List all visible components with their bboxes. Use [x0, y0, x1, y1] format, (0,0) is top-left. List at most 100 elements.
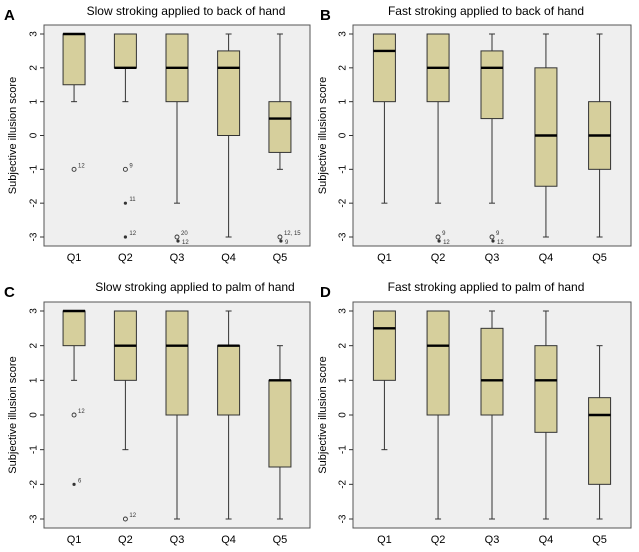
iqr-box	[372, 310, 396, 381]
chart-panel-a: A Slow stroking applied to back of hand Su…	[4, 4, 311, 264]
box-q1: Q1	[372, 310, 396, 546]
x-tick-label: Q2	[431, 534, 446, 546]
outlier-point	[123, 201, 127, 205]
box-q1: Q1	[372, 33, 396, 264]
outlier-point	[123, 235, 127, 239]
outlier-label: 12	[182, 240, 189, 246]
outlier-point	[176, 239, 180, 243]
outlier-point	[122, 516, 128, 522]
outlier-label: 12, 15	[284, 231, 301, 237]
y-tick-label: -3	[338, 514, 349, 523]
outlier-point	[72, 482, 76, 486]
y-tick-label: -2	[338, 479, 349, 488]
y-tick-label: -3	[29, 232, 40, 241]
outlier-point	[489, 234, 495, 240]
outlier-label: 9	[496, 231, 500, 237]
x-tick-label: Q5	[273, 252, 288, 264]
outlier-point	[279, 239, 283, 243]
y-tick-label: -1	[29, 164, 40, 173]
outlier-point	[71, 166, 77, 172]
x-tick-label: Q4	[539, 534, 554, 546]
box-q3: 9 12 Q3	[480, 33, 504, 264]
chart-panel-b: B Fast stroking applied to back of hand Su…	[317, 4, 632, 264]
chart-title: Slow stroking applied to palm of hand	[95, 280, 294, 294]
x-tick-label: Q5	[273, 534, 288, 546]
box-q4: Q4	[217, 310, 241, 546]
iqr-box	[165, 310, 189, 416]
chart-title: Fast stroking applied to palm of hand	[388, 280, 585, 294]
y-tick-label: 1	[29, 377, 40, 383]
x-tick-label: Q3	[485, 534, 500, 546]
outlier-label: 9	[442, 231, 446, 237]
chart-panel-d: D Fast stroking applied to palm of hand Su…	[317, 280, 632, 546]
chart-panel-c: C Slow stroking applied to palm of hand Su…	[4, 280, 311, 546]
panel-label: A	[4, 7, 15, 24]
x-tick-label: Q2	[118, 252, 133, 264]
x-tick-label: Q4	[221, 534, 236, 546]
box-q5: Q5	[588, 345, 612, 546]
y-tick-label: 0	[29, 412, 40, 418]
y-tick-label: -2	[338, 198, 349, 207]
x-tick-label: Q1	[67, 534, 82, 546]
outlier-label: 11	[129, 197, 136, 203]
iqr-box	[268, 101, 292, 153]
iqr-box	[217, 50, 241, 137]
y-tick-label: -2	[29, 479, 40, 488]
y-tick-label: 3	[338, 31, 349, 37]
y-tick-label: 2	[29, 342, 40, 348]
x-tick-label: Q1	[67, 252, 82, 264]
panel-label: C	[4, 284, 15, 301]
outlier-point	[277, 234, 283, 240]
iqr-box	[62, 33, 86, 86]
x-tick-label: Q5	[592, 252, 607, 264]
outlier-label: 12	[497, 240, 504, 246]
x-tick-label: Q4	[221, 252, 236, 264]
outlier-label: 20	[181, 231, 188, 237]
outlier-label: 9	[129, 163, 133, 169]
y-tick-label: 3	[29, 308, 40, 314]
box-q2: Q2	[426, 310, 450, 546]
x-tick-label: Q5	[592, 534, 607, 546]
iqr-box	[62, 310, 86, 347]
box-q1: 12 Q1	[62, 32, 86, 264]
outlier-label: 9	[285, 240, 289, 246]
y-axis-label: Subjective illusion score	[7, 356, 19, 473]
y-tick-label: 0	[29, 132, 40, 138]
box-q2: 12 Q2	[113, 310, 137, 546]
box-q5: 12, 15 9 Q5	[268, 33, 301, 264]
x-tick-label: Q1	[377, 252, 392, 264]
y-tick-label: 3	[338, 308, 349, 314]
chart-title: Fast stroking applied to back of hand	[388, 4, 584, 18]
box-q3: Q3	[480, 310, 504, 546]
iqr-box	[372, 33, 396, 103]
y-tick-label: -3	[338, 232, 349, 241]
box-q2: 9 12 Q2	[426, 33, 450, 264]
y-axis-label: Subjective illusion score	[317, 77, 329, 194]
y-tick-label: 0	[338, 412, 349, 418]
outlier-point	[491, 239, 495, 243]
box-q5: Q5	[268, 345, 292, 546]
x-tick-label: Q3	[170, 534, 185, 546]
y-tick-label: 3	[29, 31, 40, 37]
iqr-box	[534, 345, 558, 433]
outlier-label: 12	[129, 513, 136, 519]
panel-label: D	[320, 284, 331, 301]
box-q4: Q4	[217, 33, 241, 264]
y-axis-label: Subjective illusion score	[7, 77, 19, 194]
box-q4: Q4	[534, 310, 558, 546]
iqr-box	[480, 50, 504, 120]
y-tick-label: 1	[338, 98, 349, 104]
iqr-box	[534, 67, 558, 187]
y-axis-label: Subjective illusion score	[317, 356, 329, 473]
y-tick-label: -1	[338, 445, 349, 454]
outlier-point	[437, 239, 441, 243]
outlier-label: 12	[78, 409, 85, 415]
outlier-point	[122, 166, 128, 172]
x-tick-label: Q2	[118, 534, 133, 546]
outlier-point	[435, 234, 441, 240]
box-q3: 20 12 Q3	[165, 33, 189, 264]
iqr-box	[426, 310, 450, 416]
box-q4: Q4	[534, 33, 558, 264]
y-tick-label: -2	[29, 198, 40, 207]
